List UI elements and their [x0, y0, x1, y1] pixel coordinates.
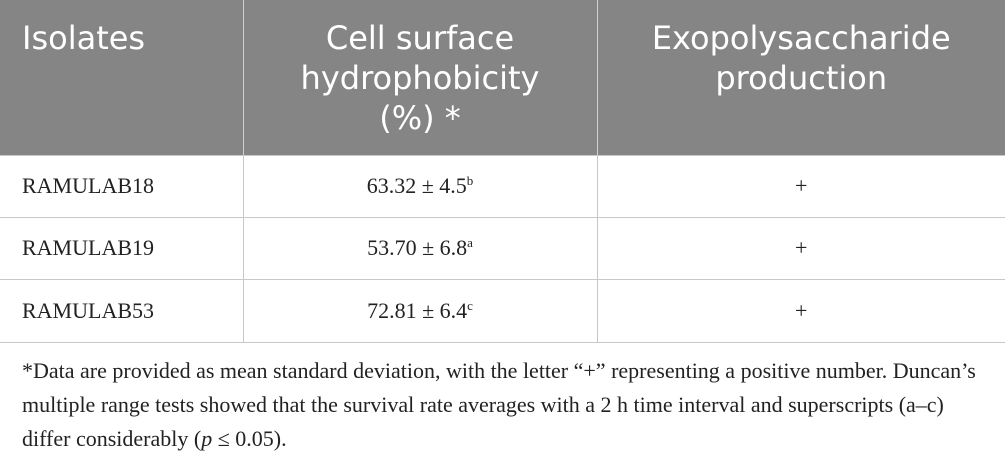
table-body: RAMULAB18 63.32 ± 4.5b + RAMULAB19 53.70 ± 6…	[0, 154, 1005, 343]
cell-text: 72.81 ± 6.4	[367, 297, 468, 323]
table-cell: RAMULAB18	[0, 154, 243, 217]
table-row: RAMULAB18 63.32 ± 4.5b +	[0, 154, 1005, 217]
header-text: Cell surface	[325, 19, 515, 57]
table-cell: +	[596, 278, 1005, 343]
header-text: production	[715, 59, 888, 97]
table-cell: RAMULAB53	[0, 278, 243, 343]
cell-text: +	[795, 173, 808, 198]
header-text: Isolates	[22, 19, 146, 57]
superscript: b	[466, 173, 474, 188]
table-cell: 72.81 ± 6.4c	[242, 278, 597, 343]
header-cell: Cell surface hydrophobicity (%) *	[242, 0, 597, 155]
footnote: *Data are provided as mean standard devi…	[22, 354, 982, 456]
table-cell: RAMULAB19	[0, 216, 243, 279]
cell-text: +	[795, 297, 808, 323]
cell-text: +	[795, 235, 808, 260]
table-row: RAMULAB53 72.81 ± 6.4c +	[0, 278, 1005, 343]
table-cell: +	[596, 154, 1005, 217]
data-table: Isolates Cell surface hydrophobicity (%) * E…	[0, 0, 1005, 343]
cell-text: 53.70 ± 6.8	[367, 235, 468, 260]
header-text: Exopolysaccharide	[651, 19, 951, 57]
header-text: hydrophobicity	[300, 59, 540, 97]
superscript: c	[467, 297, 473, 313]
table-cell: +	[596, 216, 1005, 279]
cell-text: 63.32 ± 4.5	[366, 173, 467, 198]
footnote-text: p	[201, 426, 213, 451]
cell-text: RAMULAB18	[22, 173, 155, 198]
header-cell: Exopolysaccharide production	[596, 0, 1005, 155]
table-row: RAMULAB19 53.70 ± 6.8a +	[0, 216, 1005, 279]
header-cell: Isolates	[0, 0, 243, 155]
header-row: Isolates Cell surface hydrophobicity (%) * E…	[0, 0, 1005, 155]
footnote-text: ≤ 0.05).	[212, 426, 287, 451]
table-cell: 53.70 ± 6.8a	[242, 216, 597, 279]
table-cell: 63.32 ± 4.5b	[242, 154, 597, 217]
cell-text: RAMULAB19	[22, 235, 155, 260]
superscript: a	[467, 235, 473, 250]
header-text: (%) *	[379, 99, 461, 137]
cell-text: RAMULAB53	[22, 297, 155, 323]
footnote-text: *Data are provided as mean standard devi…	[22, 358, 976, 451]
